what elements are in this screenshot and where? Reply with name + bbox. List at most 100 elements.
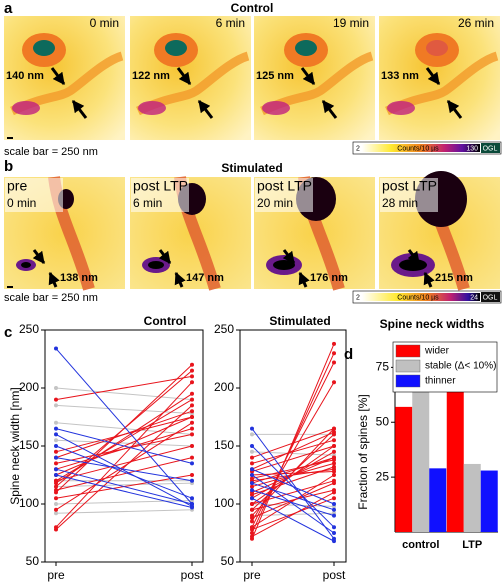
panel-label: b bbox=[4, 158, 13, 175]
spine-line bbox=[251, 428, 335, 459]
y-tick-label: 250 bbox=[214, 322, 234, 336]
spine-line bbox=[251, 482, 335, 511]
blob bbox=[387, 101, 415, 115]
spine-point bbox=[250, 476, 254, 481]
colorbar-unit: Counts/10 µs bbox=[397, 294, 439, 301]
micrograph: pre 0 min 138 nm bbox=[4, 176, 125, 291]
x-tick-label: LTP bbox=[462, 539, 482, 551]
width-label: 133 nm bbox=[381, 70, 419, 82]
spine-point bbox=[190, 380, 194, 385]
colorbar-min: 2 bbox=[356, 294, 360, 301]
spine-line bbox=[55, 474, 193, 508]
spine-point bbox=[250, 488, 254, 493]
arrow bbox=[407, 249, 421, 264]
width-label: 140 nm bbox=[6, 70, 44, 82]
spine-line bbox=[55, 433, 193, 507]
width-label: 147 nm bbox=[186, 272, 224, 284]
spine-point bbox=[250, 534, 254, 539]
spine-point bbox=[332, 360, 336, 365]
spine-point bbox=[250, 527, 254, 532]
spine-line bbox=[55, 422, 193, 511]
bar bbox=[446, 358, 464, 532]
legend-label: wider bbox=[424, 346, 450, 357]
spine-point bbox=[54, 346, 58, 351]
bar bbox=[463, 463, 481, 532]
spine-point bbox=[54, 403, 58, 408]
y-tick-label: 25 bbox=[376, 469, 390, 483]
spine-point bbox=[332, 473, 336, 477]
spine-point bbox=[190, 444, 194, 448]
y-tick-label: 100 bbox=[19, 496, 39, 510]
spine-point bbox=[54, 488, 58, 493]
spine-point bbox=[54, 481, 58, 486]
spine-core bbox=[399, 259, 427, 271]
plot-frame bbox=[239, 329, 347, 563]
colorbar-swatch bbox=[481, 292, 500, 302]
arrow bbox=[48, 271, 60, 288]
micrograph: post LTP 28 min 215 nm bbox=[379, 171, 500, 291]
condition-label: pre bbox=[7, 178, 27, 194]
panel-title: Control bbox=[231, 1, 274, 15]
y-axis-label: Fraction of spines [%] bbox=[356, 394, 370, 509]
time-label: 26 min bbox=[458, 16, 494, 30]
spine-point bbox=[190, 420, 194, 425]
spine-line bbox=[55, 457, 193, 482]
spine-line bbox=[55, 445, 193, 499]
spine-point bbox=[250, 481, 254, 486]
y-axis-label: Spine neck width [nm] bbox=[8, 387, 22, 504]
spine-point bbox=[332, 449, 336, 454]
spine-line bbox=[251, 497, 335, 542]
spine-point bbox=[190, 478, 194, 483]
colorbar-unit: Counts/10 µs bbox=[397, 145, 439, 152]
dendrite bbox=[136, 51, 250, 116]
spine-point bbox=[190, 461, 194, 466]
spine-line bbox=[251, 431, 335, 470]
spine-line bbox=[251, 445, 335, 472]
spine-line bbox=[251, 497, 335, 530]
spine-point bbox=[332, 513, 336, 518]
chart-title: Control bbox=[144, 314, 187, 328]
spine-line bbox=[55, 428, 193, 464]
spine-point bbox=[332, 539, 336, 544]
x-tick-label: pre bbox=[47, 568, 65, 582]
y-tick-label: 200 bbox=[19, 380, 39, 394]
blob bbox=[262, 101, 290, 115]
spine-point bbox=[250, 455, 254, 460]
spine-line bbox=[251, 489, 335, 511]
y-tick-label: 250 bbox=[19, 322, 39, 336]
width-label: 215 nm bbox=[435, 272, 473, 284]
spine-point bbox=[250, 449, 254, 454]
arrow bbox=[298, 271, 310, 288]
spine-point bbox=[250, 492, 254, 497]
spine-point bbox=[332, 496, 336, 501]
spine-point bbox=[54, 432, 58, 437]
spine-point bbox=[332, 469, 336, 474]
spine-line bbox=[251, 482, 335, 519]
spine-line bbox=[55, 405, 193, 530]
x-tick-label: pre bbox=[243, 568, 261, 582]
spine-core bbox=[165, 40, 187, 56]
spine-line bbox=[251, 471, 335, 476]
spine-point bbox=[190, 362, 194, 367]
spine-core bbox=[33, 40, 55, 56]
micrograph: 0 min 140 nm bbox=[4, 16, 125, 140]
width-label: 138 nm bbox=[60, 272, 98, 284]
arrow bbox=[197, 100, 214, 119]
spine-point bbox=[54, 426, 58, 431]
y-tick-label: 150 bbox=[19, 438, 39, 452]
bar bbox=[429, 468, 447, 532]
spine-point bbox=[250, 473, 254, 477]
colorbar-gradient bbox=[362, 293, 480, 301]
y-tick-label: 50 bbox=[376, 414, 390, 428]
spine-line bbox=[55, 433, 193, 464]
spine-point bbox=[190, 397, 194, 402]
spine-point bbox=[332, 507, 336, 512]
spine-point bbox=[190, 415, 194, 419]
colorbar-name: OGL bbox=[483, 145, 498, 152]
colorbar-swatch bbox=[481, 143, 500, 153]
bar bbox=[395, 406, 413, 532]
legend-swatch bbox=[395, 359, 421, 373]
legend-label: thinner bbox=[425, 376, 456, 387]
spine-line bbox=[55, 393, 193, 484]
